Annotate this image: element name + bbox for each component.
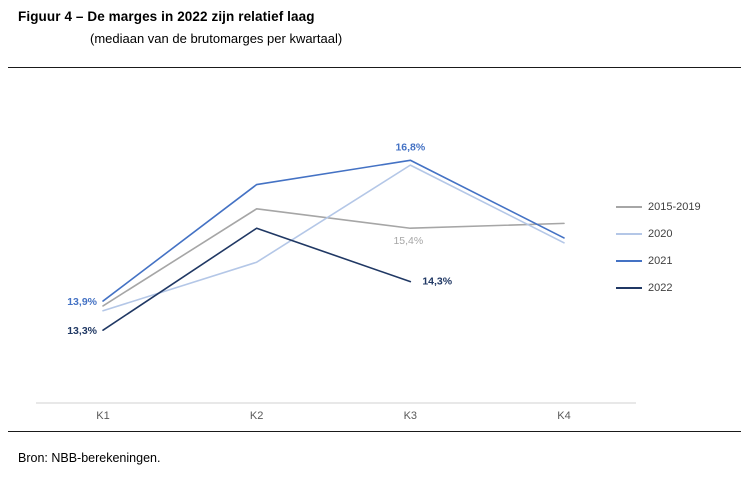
legend-line-swatch	[616, 233, 642, 235]
legend-item-2021: 2021	[616, 255, 701, 267]
data-label-13,9%: 13,9%	[67, 296, 97, 308]
series-line-2015-2019	[102, 208, 565, 307]
x-axis-tick-label: K4	[557, 410, 570, 422]
legend-label: 2015-2019	[648, 201, 701, 213]
bottom-divider	[8, 431, 741, 432]
legend-line-swatch	[616, 287, 642, 289]
series-line-2021	[102, 159, 565, 302]
x-axis-tick-label: K2	[250, 410, 263, 422]
legend-line-swatch	[616, 206, 642, 208]
legend-label: 2020	[648, 228, 673, 240]
legend-label: 2022	[648, 282, 673, 294]
figure-title: Figuur 4 – De marges in 2022 zijn relati…	[18, 9, 315, 24]
legend-item-2020: 2020	[616, 228, 701, 240]
figure-subtitle: (mediaan van de brutomarges per kwartaal…	[90, 31, 343, 46]
data-label-13,3%: 13,3%	[67, 325, 97, 337]
x-axis-tick-label: K1	[96, 410, 109, 422]
top-divider	[8, 67, 741, 68]
data-label-16,8%: 16,8%	[395, 141, 425, 153]
x-axis-tick-label: K3	[404, 410, 417, 422]
series-line-2020	[102, 164, 565, 312]
data-label-14,3%: 14,3%	[422, 276, 452, 288]
series-line-2022	[102, 227, 412, 331]
legend-item-2015-2019: 2015-2019	[616, 201, 701, 213]
source-note: Bron: NBB-berekeningen.	[18, 451, 161, 465]
legend-label: 2021	[648, 255, 673, 267]
legend-item-2022: 2022	[616, 282, 701, 294]
chart-legend: 2015-2019 2020 2021 2022	[616, 201, 701, 294]
data-label-15,4%: 15,4%	[393, 235, 423, 247]
legend-line-swatch	[616, 260, 642, 262]
